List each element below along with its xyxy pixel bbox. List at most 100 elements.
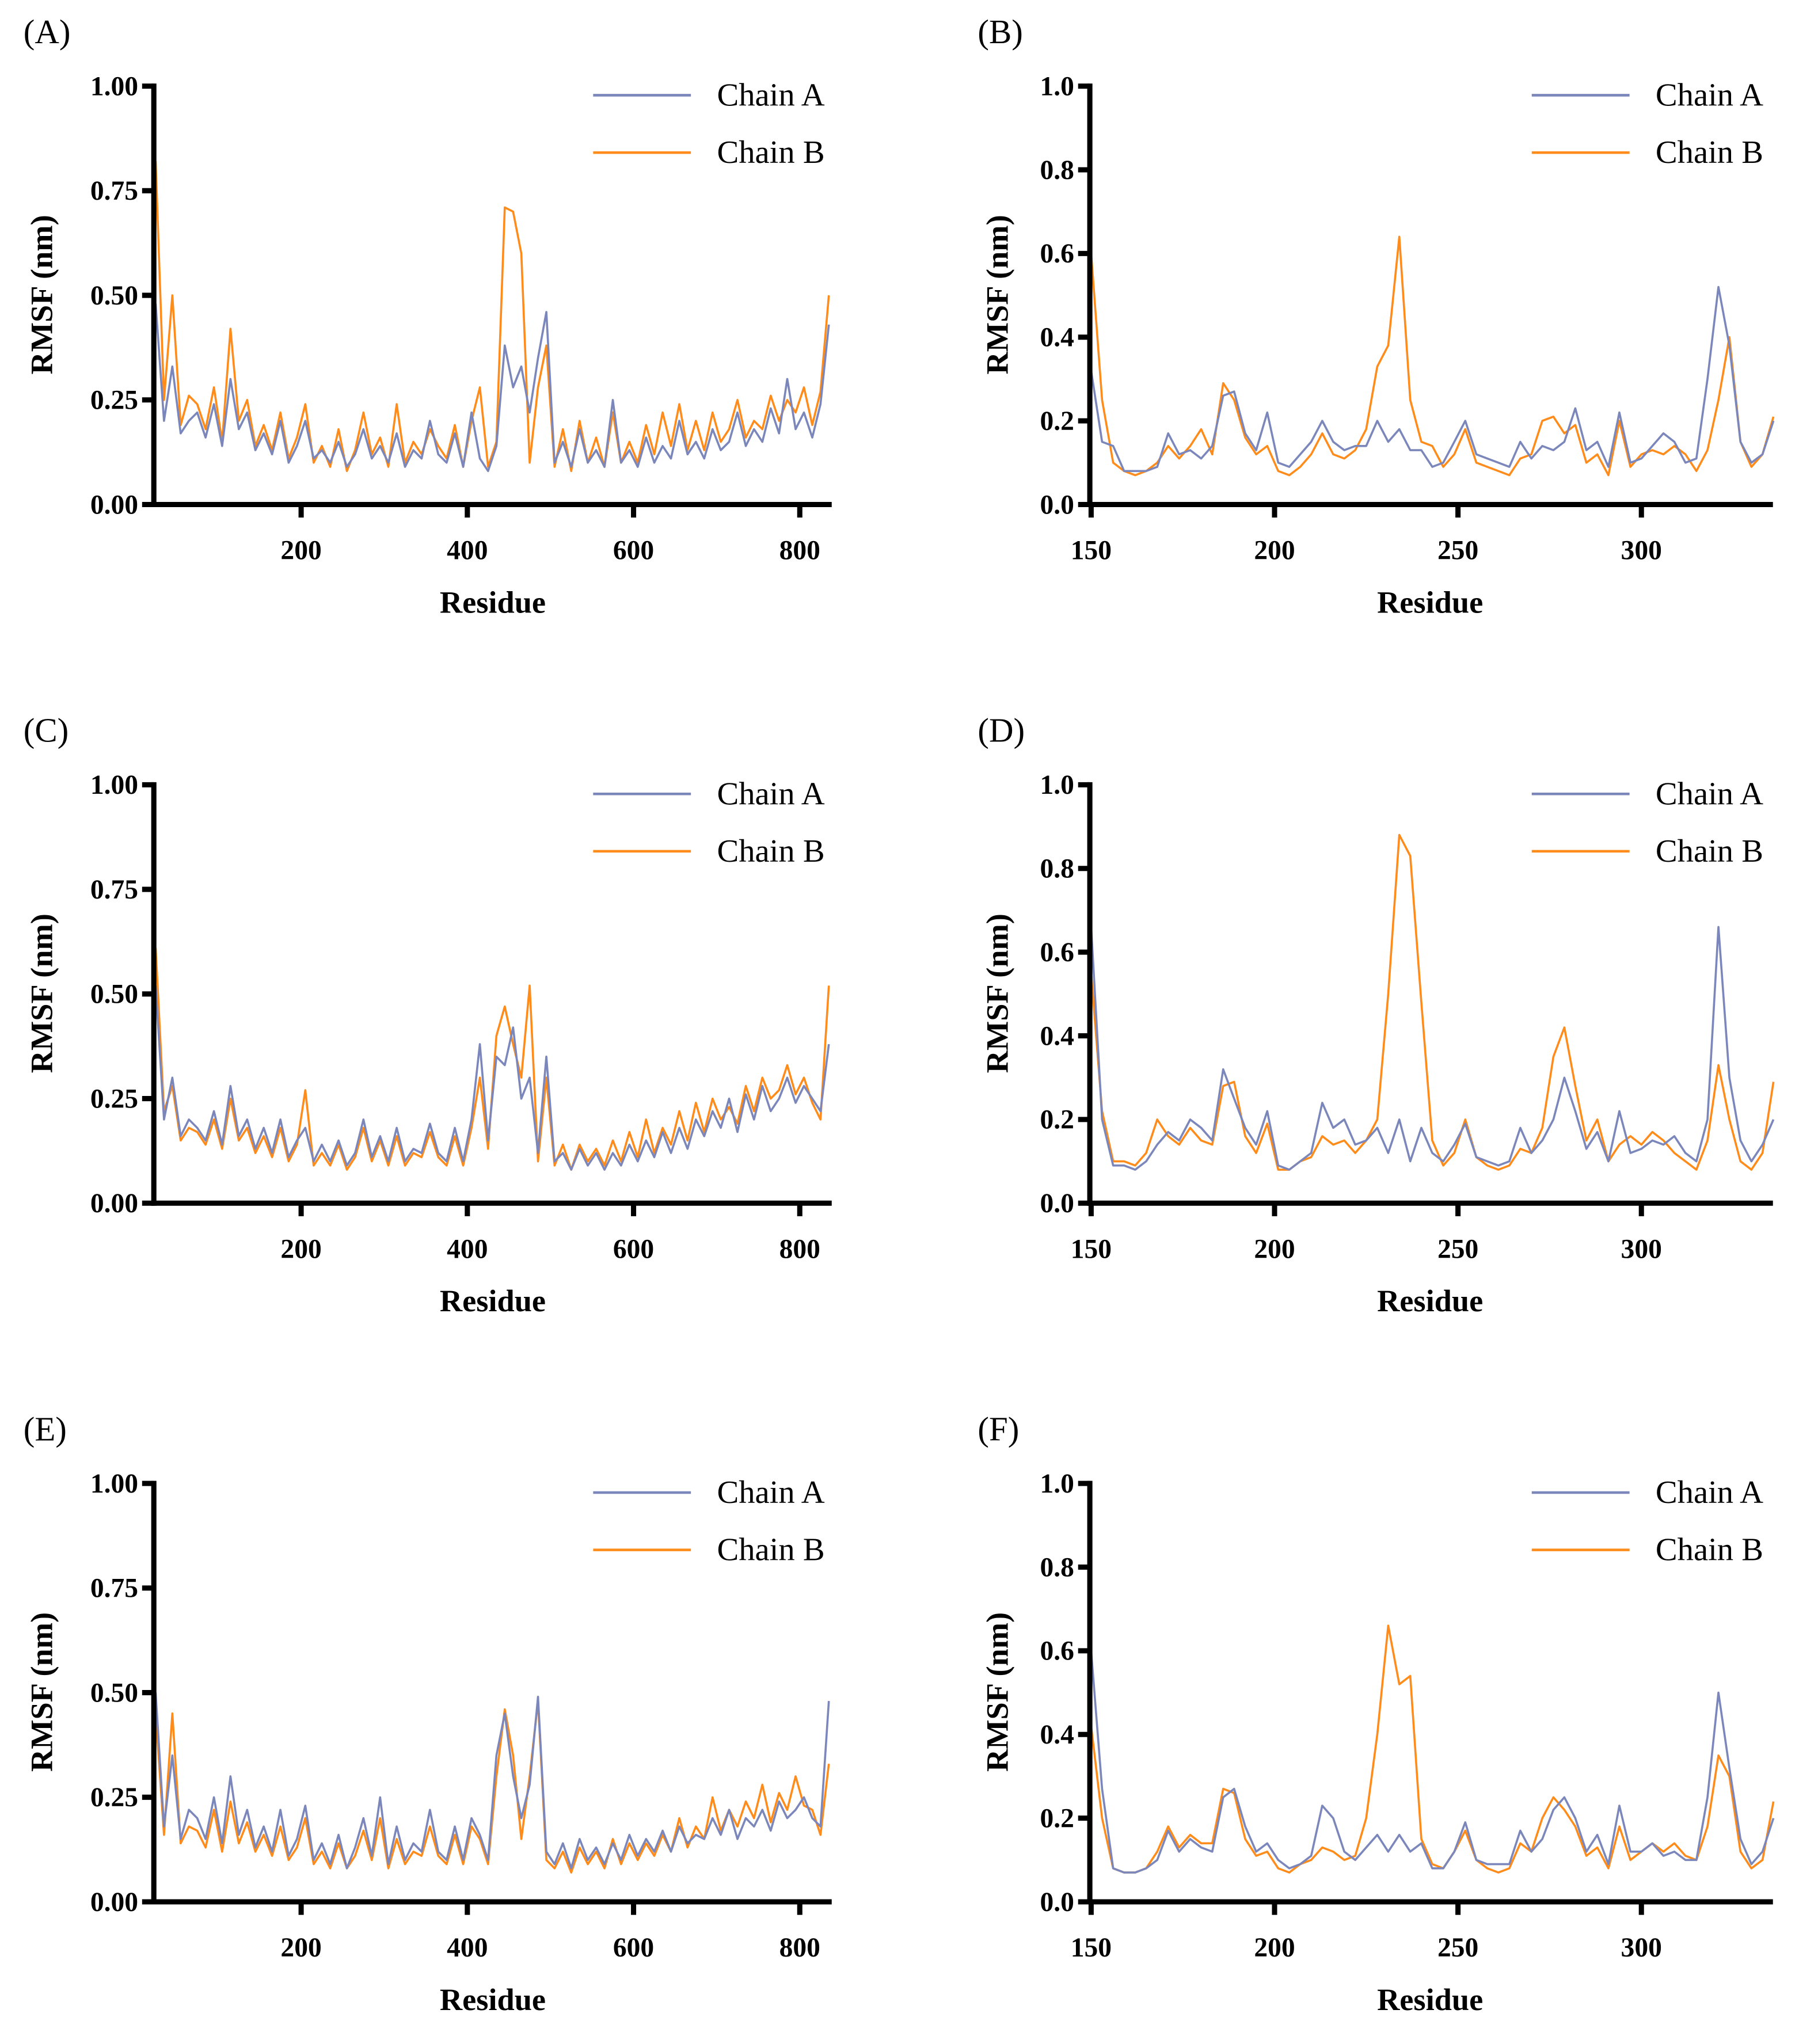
y-tick-label: 0.00 <box>90 1887 138 1917</box>
legend-label: Chain B <box>717 1532 824 1568</box>
y-tick-label: 1.00 <box>90 71 138 101</box>
x-tick-label: 600 <box>613 1234 654 1264</box>
panel-d: (D) 0.0 0.2 0.4 0.6 0.8 1.0 150 200 250 300 Residue… <box>978 712 1775 1318</box>
y-tick-label: 0.8 <box>1040 155 1074 185</box>
legend-label: Chain A <box>717 776 824 812</box>
panel-label: (F) <box>978 1410 1019 1448</box>
y-tick-label: 0.25 <box>90 1084 138 1114</box>
panel-label: (D) <box>978 712 1025 749</box>
y-tick-label: 0.2 <box>1040 1105 1074 1135</box>
y-tick-label: 1.0 <box>1040 71 1074 101</box>
legend-label: Chain B <box>1656 135 1763 170</box>
x-tick-label: 250 <box>1437 536 1478 566</box>
legend-label: Chain A <box>1656 776 1763 812</box>
chain-a-line <box>1090 286 1775 473</box>
y-axis-label: RMSF (nm) <box>980 215 1014 374</box>
x-tick-label: 400 <box>447 1234 488 1264</box>
y-tick-label: 0.50 <box>90 980 138 1010</box>
legend-label: Chain B <box>717 135 824 170</box>
y-tick-label: 0.8 <box>1040 1552 1074 1582</box>
y-tick-label: 0.75 <box>90 1574 138 1604</box>
y-tick-label: 0.4 <box>1040 1021 1074 1051</box>
chain-a-line <box>1090 926 1775 1171</box>
x-tick-label: 300 <box>1621 1234 1662 1264</box>
x-tick-label: 300 <box>1621 536 1662 566</box>
y-tick-label: 0.4 <box>1040 1720 1074 1750</box>
chain-b-line <box>154 161 830 473</box>
panel-c: (C) 0.00 0.25 0.50 0.75 1.00 200 400 600 800 Resid… <box>24 712 832 1318</box>
y-tick-label: 0.75 <box>90 176 138 206</box>
legend-label: Chain B <box>1656 833 1763 869</box>
y-tick-label: 0.8 <box>1040 854 1074 884</box>
x-tick-label: 200 <box>1254 1234 1295 1264</box>
panel-b: (B) 0.0 0.2 0.4 0.6 0.8 1.0 150 200 250 300 Residue… <box>978 13 1775 619</box>
chain-b-line <box>154 947 830 1171</box>
y-tick-label: 1.00 <box>90 770 138 800</box>
x-tick-label: 800 <box>779 1234 820 1264</box>
x-tick-label: 200 <box>280 1234 321 1264</box>
legend-label: Chain A <box>1656 78 1763 113</box>
chain-a-line <box>154 985 830 1171</box>
x-axis-label: Residue <box>440 1284 546 1318</box>
y-axis-label: RMSF (nm) <box>25 215 59 374</box>
chain-a-line <box>1090 1650 1775 1874</box>
panel-label: (A) <box>24 13 71 51</box>
x-tick-label: 150 <box>1071 1933 1112 1963</box>
y-tick-label: 0.00 <box>90 490 138 520</box>
x-tick-label: 600 <box>613 1933 654 1963</box>
x-tick-label: 200 <box>280 1933 321 1963</box>
y-tick-label: 0.75 <box>90 875 138 905</box>
y-tick-label: 0.6 <box>1040 239 1074 269</box>
y-tick-label: 0.0 <box>1040 1887 1074 1917</box>
x-tick-label: 150 <box>1071 1234 1112 1264</box>
x-axis-label: Residue <box>1377 1284 1483 1318</box>
y-tick-label: 1.0 <box>1040 770 1074 800</box>
y-tick-label: 0.2 <box>1040 1804 1074 1834</box>
x-tick-label: 800 <box>779 536 820 566</box>
y-tick-label: 1.0 <box>1040 1469 1074 1499</box>
x-axis-label: Residue <box>440 585 546 619</box>
x-axis-label: Residue <box>440 1982 546 2017</box>
y-tick-label: 0.4 <box>1040 323 1074 353</box>
y-tick-label: 0.0 <box>1040 490 1074 520</box>
x-tick-label: 150 <box>1071 536 1112 566</box>
legend-label: Chain A <box>717 78 824 113</box>
chain-b-line <box>1090 1624 1775 1874</box>
legend-label: Chain A <box>1656 1475 1763 1510</box>
x-tick-label: 400 <box>447 536 488 566</box>
chain-b-line <box>1090 235 1775 477</box>
panel-label: (B) <box>978 13 1022 51</box>
y-axis-label: RMSF (nm) <box>980 1612 1014 1772</box>
panel-f: (F) 0.0 0.2 0.4 0.6 0.8 1.0 150 200 250 300 Residue… <box>978 1410 1775 2017</box>
y-axis-label: RMSF (nm) <box>25 913 59 1073</box>
x-tick-label: 600 <box>613 536 654 566</box>
x-tick-label: 400 <box>447 1933 488 1963</box>
x-tick-label: 200 <box>1254 1933 1295 1963</box>
legend-label: Chain B <box>717 833 824 869</box>
y-tick-label: 0.6 <box>1040 938 1074 968</box>
y-tick-label: 0.50 <box>90 1678 138 1708</box>
legend-label: Chain B <box>1656 1532 1763 1568</box>
y-axis-label: RMSF (nm) <box>980 913 1014 1073</box>
y-axis-label: RMSF (nm) <box>25 1612 59 1772</box>
panel-label: (E) <box>24 1410 67 1448</box>
x-tick-label: 200 <box>280 536 321 566</box>
x-tick-label: 800 <box>779 1933 820 1963</box>
legend-label: Chain A <box>717 1475 824 1510</box>
panel-label: (C) <box>24 712 69 749</box>
y-tick-label: 0.6 <box>1040 1636 1074 1666</box>
y-tick-label: 0.25 <box>90 386 138 416</box>
chain-a-line <box>154 1692 830 1870</box>
panel-a: (A) 0.00 0.25 0.50 0.75 1.00 200 400 600 800 Resid… <box>24 13 832 619</box>
chain-a-line <box>154 303 830 473</box>
y-tick-label: 0.50 <box>90 281 138 311</box>
chain-b-line <box>1090 833 1775 1171</box>
y-tick-label: 0.25 <box>90 1783 138 1813</box>
x-tick-label: 200 <box>1254 536 1295 566</box>
x-axis-label: Residue <box>1377 1982 1483 2017</box>
panel-e: (E) 0.00 0.25 0.50 0.75 1.00 200 400 600 800 Resid… <box>24 1410 832 2017</box>
x-tick-label: 250 <box>1437 1234 1478 1264</box>
y-tick-label: 0.0 <box>1040 1189 1074 1219</box>
x-tick-label: 250 <box>1437 1933 1478 1963</box>
